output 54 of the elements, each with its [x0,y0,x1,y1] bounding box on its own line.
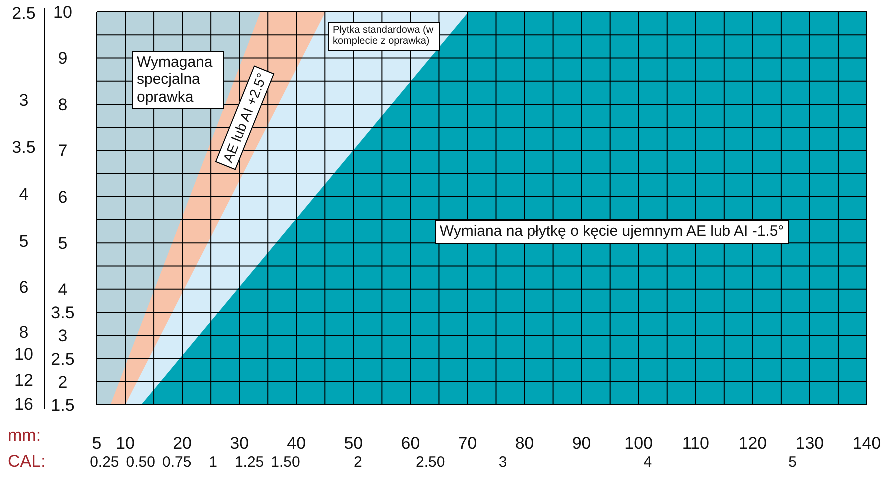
annotation: Wymiana na płytkę o kęcie ujemnym AE lub AI -1.5° [434,220,790,244]
x-tick-label: 30 [230,434,250,453]
x2-tick-label: 2 [354,454,362,471]
text: 4 [19,185,29,205]
y-tick-label: 6 [58,188,68,207]
y-tick-label: 3.5 [51,304,75,323]
y-tick-label: 7 [58,142,68,161]
text: 3 [19,91,29,111]
x-tick-label: 5 [92,434,102,453]
x2-tick-label: 0.75 [162,454,192,471]
x-tick-label: 20 [173,434,192,453]
y-tick-label: 8 [58,95,68,114]
y-tick-label: 10 [54,3,72,22]
x-tick-label: 50 [344,434,364,453]
text: 12 [14,371,34,391]
y-tick-label: 3 [58,326,68,346]
text: 5 [19,232,29,252]
x2-tick-label: 2.50 [416,454,446,471]
x-tick-label: 80 [515,434,534,453]
annotation: Płytka standardowa (w komplecie z oprawka) [328,22,440,50]
x-tick-label: 100 [624,434,654,453]
y-tick-label: 1.5 [51,396,75,415]
x2-axis-title: CAL: [8,452,46,471]
x-tick-label: 70 [458,434,478,453]
x-tick-label: 40 [287,434,306,453]
y-tick-label: 2 [58,372,68,392]
x-tick-label: 90 [572,434,592,453]
x2-tick-label: 4 [644,454,652,471]
x2-tick-label: 0.50 [126,454,156,471]
text: 16 [14,395,34,415]
x2-tick-label: 3 [498,454,508,471]
x2-tick-label: 0.25 [90,454,120,471]
y-tick-label: 4 [58,280,68,300]
text: 8 [19,323,29,343]
x-tick-label: 60 [401,434,420,453]
x-tick-label: 140 [852,434,882,453]
annotation: Wymagana specjalna oprawka [137,54,213,106]
text: 3.5 [12,138,36,158]
x-tick-label: 110 [682,434,710,453]
text: 2.5 [12,4,36,24]
x2-tick-label: 1.25 [234,454,264,471]
y-tick-label: 2.5 [51,350,75,369]
x2-tick-label: 5 [788,454,797,471]
x-tick-label: 120 [738,434,768,453]
x2-tick-label: 1.50 [271,454,300,471]
text: 10 [14,345,34,365]
x-tick-label: 10 [116,434,135,453]
x-tick-label: 130 [796,434,824,453]
annotation: AE lub AI +2.5° [215,65,275,171]
y-tick-label: 9 [58,49,68,68]
y-tick-label: 5 [58,234,68,254]
text: 6 [19,278,29,298]
x2-tick-label: 1 [209,454,218,471]
x-axis-title: mm: [8,426,42,445]
